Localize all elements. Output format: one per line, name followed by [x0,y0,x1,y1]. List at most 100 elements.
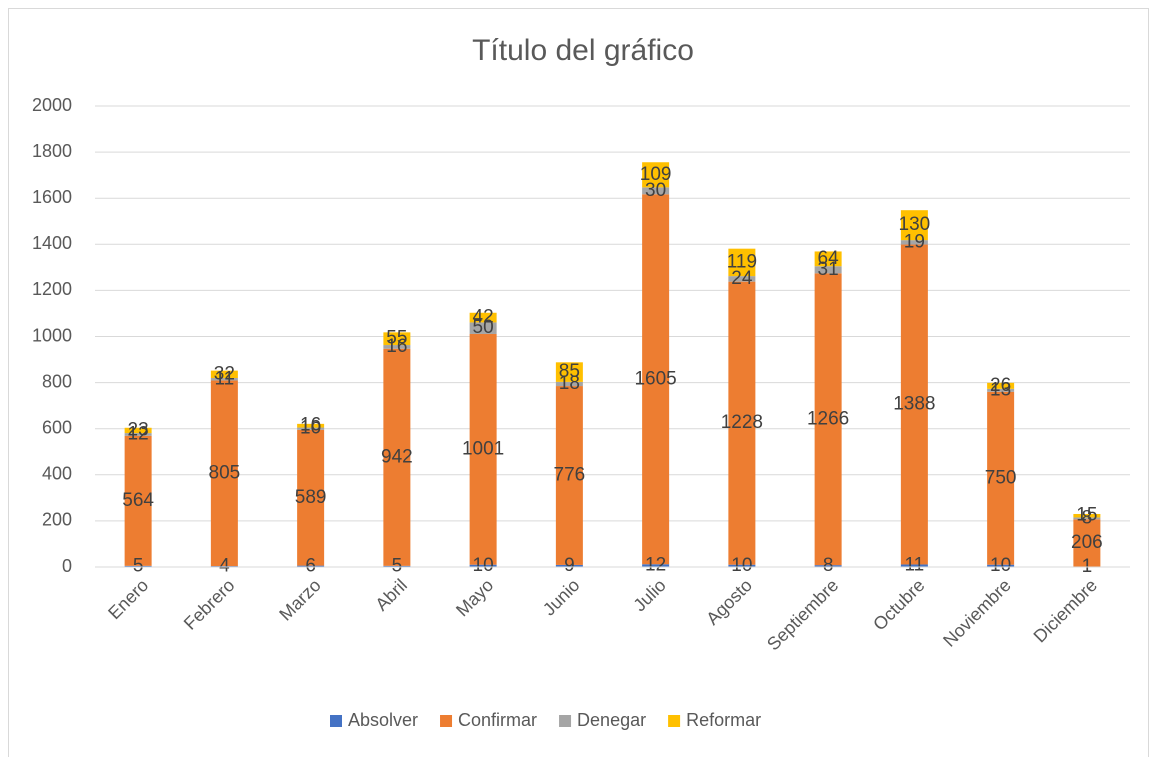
data-label: 12 [128,423,149,444]
y-tick-label: 1400 [32,233,72,253]
data-label: 10 [473,555,494,576]
legend-swatch [559,715,572,727]
data-label: 1001 [462,438,504,459]
bar-segment [297,423,325,428]
data-label: 55 [386,328,407,349]
bar-segment [900,240,928,245]
data-label: 1605 [634,368,676,389]
bar-segment [124,427,152,434]
y-tick-label: 800 [42,371,72,391]
bar-segment [555,386,583,565]
bar-segment [900,244,928,565]
bar-segment [814,251,842,267]
data-label: 119 [727,251,757,272]
bar-segment [555,564,583,567]
bar-segment [469,322,497,334]
bar-segment [124,565,152,567]
data-label: 6 [305,555,316,576]
legend-swatch [668,715,681,727]
data-label: 32 [214,363,235,384]
data-label: 776 [554,465,586,486]
data-label: 942 [381,446,413,467]
bar-segment [383,345,411,349]
bar-segment [814,273,842,566]
bar-segment [469,333,497,565]
y-tick-label: 1200 [32,279,72,299]
data-label: 8 [823,555,834,576]
bar-segment [642,187,670,195]
legend-label: Absolver [348,710,418,730]
bar-segment [297,427,325,430]
data-label: 750 [985,467,1017,488]
bar-segment [987,564,1015,567]
bar-segment [728,276,756,282]
bar-segment [987,388,1015,392]
bar-segment [900,564,928,567]
data-label: 26 [990,375,1011,396]
data-label: 16 [386,336,407,357]
legend-swatch [440,715,453,727]
data-label: 10 [990,555,1011,576]
bar-segment [1073,519,1101,567]
chart-title: Título del gráfico [472,34,694,67]
y-tick-label: 1000 [32,325,72,345]
data-label: 10 [731,555,752,576]
y-tick-label: 400 [42,464,72,484]
data-label: 12 [645,555,666,576]
y-tick-label: 2000 [32,95,72,115]
data-label: 109 [640,164,672,185]
data-label: 10 [300,418,321,439]
bar-segment [900,210,928,241]
bar-segment [642,564,670,567]
legend-swatch [330,715,342,727]
bar-segment [469,564,497,567]
data-label: 13 [990,379,1011,400]
data-label: 30 [645,180,666,201]
legend-label: Confirmar [458,710,537,730]
data-label: 9 [564,555,575,576]
bar-segment [210,380,238,567]
bar-segment [1073,513,1101,518]
bar-segment [728,564,756,567]
bar-segment [297,429,325,566]
bar-segment [1073,517,1101,520]
data-label: 8 [1082,507,1093,528]
bar-segment [210,370,238,378]
bar-segment [383,565,411,567]
bar-segment [555,381,583,387]
data-label: 85 [559,361,580,382]
data-label: 11 [905,555,925,576]
legend-label: Reformar [686,710,761,730]
data-label: 23 [128,419,149,440]
bar-segment [987,391,1015,565]
y-tick-label: 600 [42,417,72,437]
data-label: 31 [818,259,839,280]
bar-segment [642,194,670,565]
y-tick-label: 200 [42,510,72,530]
data-label: 5 [392,555,403,576]
data-label: 1228 [721,412,763,433]
data-label: 24 [731,268,753,289]
bar-segment [383,348,411,566]
data-label: 11 [215,368,235,389]
bar-segment [642,162,670,188]
data-label: 1 [1082,556,1093,577]
data-label: 19 [904,231,925,252]
data-label: 805 [209,462,241,483]
data-label: 130 [899,214,931,235]
data-label: 1266 [807,408,849,429]
bar-segment [297,565,325,567]
data-label: 50 [473,317,494,338]
data-label: 18 [559,373,580,394]
bar-segment [555,362,583,382]
data-label: 1388 [893,394,935,415]
data-label: 206 [1071,532,1103,553]
bar-segment [728,281,756,565]
bar-segment [383,332,411,346]
y-tick-label: 0 [62,556,72,576]
y-tick-label: 1600 [32,187,72,207]
bar-segment [124,433,152,436]
data-label: 15 [1076,505,1097,526]
bar-segment [814,266,842,274]
